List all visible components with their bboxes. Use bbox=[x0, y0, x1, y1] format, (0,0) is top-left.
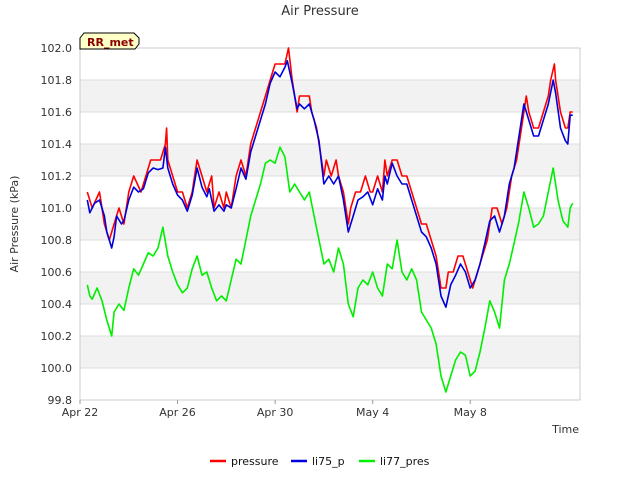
x-tick-label: May 4 bbox=[356, 406, 389, 419]
site-badge-label: RR_met bbox=[87, 36, 134, 49]
y-axis-ticks: 99.8 100.0 100.2 100.4 100.6 100.8 101.0 101.2 1… bbox=[41, 42, 73, 407]
background-band bbox=[80, 272, 580, 304]
chart-title: Air Pressure bbox=[281, 4, 359, 19]
y-tick-label: 100.6 bbox=[41, 266, 73, 279]
y-tick-label: 101.6 bbox=[41, 106, 73, 119]
x-tick-label: May 8 bbox=[454, 406, 487, 419]
series-line-li77_pres bbox=[86, 146, 574, 393]
site-badge-box bbox=[79, 32, 140, 50]
gridlines bbox=[80, 47, 580, 401]
series-line-pressure bbox=[86, 47, 573, 289]
x-axis-ticks: Apr 22 Apr 26 Apr 30 May 4 May 8 bbox=[62, 400, 487, 419]
y-tick-label: 100.8 bbox=[41, 234, 73, 247]
plot-area bbox=[79, 47, 581, 401]
background-bands bbox=[80, 80, 580, 368]
legend-label-li75_p: li75_p bbox=[312, 455, 345, 468]
y-tick-label: 100.4 bbox=[41, 298, 73, 311]
background-band bbox=[80, 80, 580, 112]
y-tick-label: 100.0 bbox=[41, 362, 73, 375]
x-tick-label: Apr 26 bbox=[159, 406, 196, 419]
y-axis-label: Air Pressure (kPa) bbox=[8, 176, 21, 273]
site-badge: RR_met bbox=[79, 32, 140, 50]
y-tick-label: 100.2 bbox=[41, 330, 73, 343]
y-tick-label: 101.4 bbox=[41, 138, 73, 151]
y-tick-label: 101.0 bbox=[41, 202, 73, 215]
y-tick-label: 101.8 bbox=[41, 74, 73, 87]
legend: pressure li75_p li77_pres bbox=[210, 455, 430, 468]
x-axis-label: Time bbox=[551, 423, 579, 436]
y-tick-label: 102.0 bbox=[41, 42, 73, 55]
x-tick-label: Apr 30 bbox=[257, 406, 294, 419]
y-tick-label: 99.8 bbox=[48, 394, 73, 407]
background-band bbox=[80, 336, 580, 368]
legend-label-pressure: pressure bbox=[231, 455, 279, 468]
legend-label-li77_pres: li77_pres bbox=[380, 455, 430, 468]
y-tick-label: 101.2 bbox=[41, 170, 73, 183]
series-line-li75_p bbox=[86, 59, 573, 309]
series-lines bbox=[86, 47, 574, 393]
x-tick-label: Apr 22 bbox=[62, 406, 99, 419]
